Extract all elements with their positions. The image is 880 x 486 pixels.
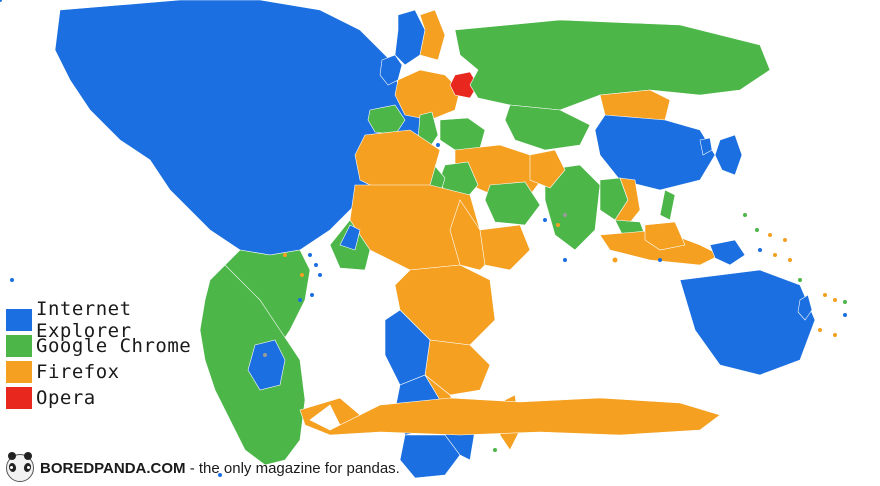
footer-description: - the only magazine for pandas. [186, 460, 400, 477]
island-dot[interactable] [773, 253, 777, 257]
legend-label-firefox: Firefox [36, 361, 120, 383]
footer-branding: BOREDPANDA.COM - the only magazine for p… [6, 454, 400, 482]
legend-item-ie[interactable]: Internet Explorer [6, 308, 236, 332]
island-dot[interactable] [758, 248, 762, 252]
island-dot[interactable] [10, 278, 14, 282]
country-ethiopia-horn[interactable] [480, 225, 530, 270]
country-philippines[interactable] [660, 190, 675, 220]
island-dot[interactable] [613, 258, 618, 263]
chrome-color-swatch [6, 335, 32, 357]
panda-logo-icon [6, 454, 34, 482]
island-dot[interactable] [768, 233, 772, 237]
island-dot[interactable] [563, 258, 567, 262]
island-dot[interactable] [493, 448, 497, 452]
island-dot[interactable] [308, 253, 312, 257]
country-finland[interactable] [420, 10, 445, 60]
island-dot[interactable] [263, 353, 267, 357]
country-australia[interactable] [680, 270, 815, 375]
island-dot[interactable] [300, 273, 304, 277]
island-dot[interactable] [793, 333, 797, 337]
opera-color-swatch [6, 387, 32, 409]
country-antarctica[interactable] [300, 398, 720, 435]
island-dot[interactable] [283, 253, 287, 257]
country-scandinavia[interactable] [395, 10, 425, 65]
island-dot[interactable] [556, 223, 560, 227]
legend-label-chrome: Google Chrome [36, 335, 191, 357]
island-dot[interactable] [755, 228, 759, 232]
island-dot[interactable] [843, 313, 847, 317]
island-dot[interactable] [843, 300, 847, 304]
island-dot[interactable] [788, 258, 792, 262]
island-dot[interactable] [823, 293, 827, 297]
ie-color-swatch [6, 309, 32, 331]
firefox-color-swatch [6, 361, 32, 383]
island-dot[interactable] [783, 238, 787, 242]
island-dot[interactable] [833, 298, 837, 302]
legend-item-firefox[interactable]: Firefox [6, 360, 236, 384]
island-dot[interactable] [658, 258, 662, 262]
browser-share-world-map [0, 0, 880, 486]
island-dot[interactable] [360, 128, 364, 132]
legend-label-opera: Opera [36, 387, 96, 409]
island-dot[interactable] [563, 213, 567, 217]
country-kazakhstan-central-asia[interactable] [505, 105, 590, 150]
world-map-page: Internet Explorer Google Chrome Firefox … [0, 0, 880, 486]
island-dot[interactable] [0, 0, 2, 2]
country-papua-new-guinea[interactable] [710, 240, 745, 265]
island-dot[interactable] [743, 213, 747, 217]
island-dot[interactable] [543, 218, 547, 222]
country-france-germany-poland[interactable] [395, 70, 460, 120]
country-japan[interactable] [715, 135, 742, 175]
footer-text: BOREDPANDA.COM - the only magazine for p… [40, 460, 400, 477]
island-dot[interactable] [833, 333, 837, 337]
island-dot[interactable] [818, 328, 822, 332]
island-dot[interactable] [798, 278, 802, 282]
legend-item-opera[interactable]: Opera [6, 386, 236, 410]
country-turkey-balkans[interactable] [440, 118, 485, 150]
browser-legend: Internet Explorer Google Chrome Firefox … [6, 308, 236, 412]
island-dot[interactable] [318, 273, 322, 277]
island-dot[interactable] [257, 157, 263, 163]
footer-site-name[interactable]: BOREDPANDA.COM [40, 460, 186, 477]
island-dot[interactable] [314, 263, 318, 267]
island-dot[interactable] [310, 293, 314, 297]
island-dot[interactable] [436, 143, 440, 147]
island-dot[interactable] [298, 298, 302, 302]
